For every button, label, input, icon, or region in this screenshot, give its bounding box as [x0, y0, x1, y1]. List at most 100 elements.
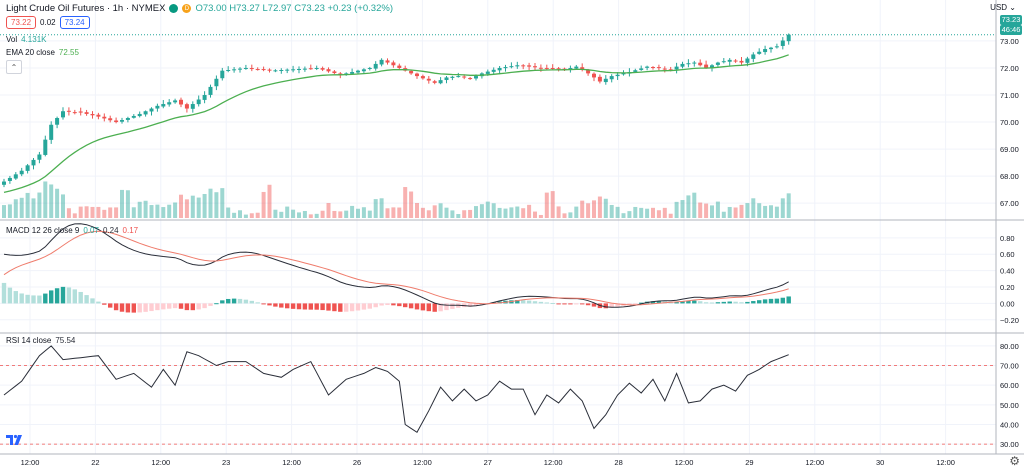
volume-bar	[757, 203, 762, 218]
volume-bar	[656, 210, 661, 218]
volume-bar	[409, 191, 414, 218]
volume-bar	[727, 206, 732, 218]
macd-histogram-bar	[414, 303, 420, 310]
candle-body	[556, 68, 561, 70]
macd-histogram-bar	[733, 301, 738, 304]
macd-histogram-bar	[178, 303, 184, 309]
candle-body	[485, 71, 490, 74]
candle-body	[527, 65, 532, 67]
volume-bar	[155, 204, 160, 218]
volume-bar	[202, 193, 207, 218]
volume-bar	[580, 200, 585, 218]
gear-icon[interactable]: ⚙	[1009, 454, 1020, 468]
macd-signal-value: 0.17	[122, 226, 139, 235]
price-tick-label: 68.00	[1000, 172, 1019, 181]
macd-histogram-bar	[202, 303, 207, 309]
candle-body	[179, 99, 183, 105]
collapse-legend-button[interactable]: ⌃	[6, 60, 22, 74]
candle-body	[639, 68, 644, 70]
macd-histogram-bar	[739, 302, 744, 304]
macd-histogram-bar	[603, 303, 608, 309]
macd-histogram-bar	[172, 303, 178, 309]
volume-bar	[302, 210, 307, 218]
macd-histogram-bar	[568, 303, 573, 305]
volume-bar	[491, 203, 496, 218]
volume-bar	[273, 209, 278, 218]
volume-bar	[739, 204, 744, 218]
macd-histogram-bar	[214, 303, 219, 305]
macd-histogram-bar	[391, 303, 396, 306]
time-tick-label: 12:00	[936, 458, 955, 467]
volume-bar	[639, 207, 644, 218]
rsi-line	[3, 345, 789, 434]
candle-body	[586, 70, 591, 74]
volume-bar	[238, 210, 242, 218]
volume-bar	[550, 191, 555, 218]
candle-body	[2, 181, 6, 185]
volume-bar	[769, 205, 773, 218]
tradingview-logo[interactable]	[6, 434, 22, 446]
time-tick-label: 22	[91, 458, 99, 467]
volume-bar	[37, 192, 42, 218]
candle-body	[84, 112, 89, 114]
volume-bar	[415, 202, 419, 218]
candle-body	[267, 69, 272, 71]
candle-body	[55, 118, 60, 125]
volume-bar	[497, 207, 502, 218]
macd-histogram-bar	[692, 300, 697, 304]
candle-body	[774, 46, 779, 48]
macd-histogram-bar	[408, 303, 414, 309]
candle-body	[137, 113, 142, 117]
candle-body	[243, 67, 248, 69]
macd-histogram-bar	[526, 300, 532, 304]
volume-bar	[686, 195, 691, 218]
candle-body	[462, 76, 467, 78]
bid-price[interactable]: 73.22	[6, 16, 37, 29]
candle-body	[232, 69, 237, 71]
symbol-title[interactable]: Light Crude Oil Futures · 1h · NYMEX	[6, 3, 166, 14]
candle-body	[751, 54, 756, 59]
volume-bar	[674, 201, 679, 218]
volume-bar	[544, 192, 549, 218]
volume-bar	[367, 210, 372, 218]
ask-price[interactable]: 73.24	[59, 16, 90, 29]
candle-body	[668, 69, 673, 71]
volume-bar	[432, 205, 437, 218]
volume-bar	[208, 188, 213, 218]
volume-bar	[314, 213, 319, 218]
macd-histogram-bar	[591, 303, 597, 307]
candle-body	[96, 114, 101, 117]
candle-body	[114, 120, 119, 123]
candle-body	[202, 95, 207, 100]
macd-histogram-bar	[633, 303, 638, 305]
macd-histogram-bar	[267, 303, 272, 306]
macd-histogram-bar	[237, 298, 243, 304]
currency-selector[interactable]: USD ⌄	[990, 3, 1016, 12]
ema-legend-value: 72.55	[58, 48, 79, 57]
volume-bar	[444, 207, 449, 218]
price-tick-label: 73.00	[1000, 37, 1019, 46]
candle-body	[662, 68, 667, 70]
volume-bar	[356, 208, 360, 218]
volume-bar	[344, 210, 349, 218]
candle-body	[143, 111, 148, 115]
candle-body	[686, 63, 691, 65]
candle-body	[367, 67, 372, 69]
macd-histogram-bar	[556, 303, 561, 305]
macd-hist-value: 0.07	[83, 226, 99, 235]
macd-histogram-bar	[355, 303, 361, 311]
macd-line	[3, 223, 789, 308]
macd-histogram-bar	[515, 300, 520, 304]
volume-bar	[149, 205, 154, 218]
candle-body	[432, 81, 437, 83]
macd-histogram-bar	[119, 303, 125, 312]
macd-histogram-bar	[609, 303, 614, 308]
candle-body	[66, 110, 71, 112]
candle-body	[314, 67, 319, 69]
volume-bar	[733, 207, 738, 218]
candle-body	[444, 77, 449, 81]
macd-histogram-bar	[627, 303, 632, 305]
candle-body	[615, 74, 620, 77]
candle-body	[279, 70, 284, 71]
